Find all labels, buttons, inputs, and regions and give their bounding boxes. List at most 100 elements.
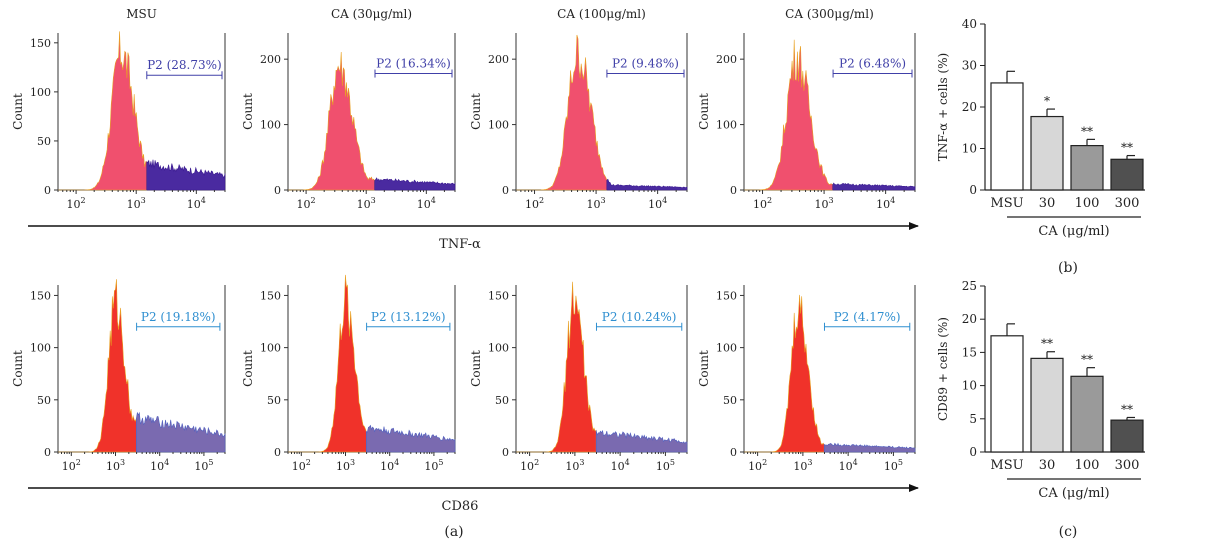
x-tick-label: MSU — [990, 458, 1023, 473]
x-tick-label: 104 — [417, 196, 436, 211]
histogram-cd86-ca300: 0 50 100 150 102 103 104 105 Count P2 (4.17%) — [697, 285, 916, 473]
x-tick-label: 103 — [587, 196, 606, 211]
plot-title: CA (300μg/ml) — [785, 7, 874, 21]
y-tick-label: 100 — [488, 119, 509, 132]
gate-label: P2 (13.12%) — [371, 310, 446, 324]
histogram-peak-area — [58, 31, 147, 191]
histogram-tnf-ca300: 0 100 200 102 103 104 Count CA (300μg/ml) P2 (6.… — [697, 7, 916, 211]
y-tick-label: 0 — [502, 184, 509, 197]
y-tick-label: 25 — [962, 279, 977, 293]
x-tick-label: 102 — [753, 196, 772, 211]
y-tick-label: 0 — [274, 184, 281, 197]
x-tick-label: 300 — [1115, 196, 1140, 211]
y-tick-label: 100 — [260, 119, 281, 132]
histogram-gated-area — [595, 429, 688, 453]
bar-30 — [1030, 357, 1064, 453]
y-tick-label: 30 — [962, 59, 977, 73]
y-tick-label: 5 — [969, 412, 977, 426]
histogram-gated-area — [146, 159, 226, 191]
bar-100 — [1070, 375, 1104, 453]
y-tick-label: 0 — [969, 183, 977, 197]
y-tick-label: 200 — [716, 53, 737, 66]
y-axis-label: Count — [241, 93, 255, 130]
y-axis-label: CD89 + cells (%) — [936, 317, 950, 421]
y-axis-label: Count — [241, 350, 255, 387]
y-axis-label: Count — [11, 350, 25, 387]
y-tick-label: 150 — [488, 289, 509, 302]
x-tick-label: 105 — [424, 458, 443, 473]
histogram-peak-area — [58, 279, 137, 453]
x-tick-label: 102 — [525, 196, 544, 211]
bar-300 — [1110, 158, 1144, 191]
y-tick-label: 0 — [730, 184, 737, 197]
plot-title: CA (30μg/ml) — [331, 7, 412, 21]
histogram-peak-area — [288, 274, 367, 453]
x-tick-label: 30 — [1039, 196, 1056, 211]
x-tick-label: 103 — [127, 196, 146, 211]
histogram-tnf-msu: 0 50 100 150 102 103 104 Count MSU P2 (28.73%) — [11, 7, 226, 211]
plot-title: MSU — [126, 7, 157, 21]
histogram-gated-area — [374, 177, 456, 191]
tnf-arrow-label: TNF-α — [439, 237, 481, 252]
x-tick-label: 102 — [292, 458, 311, 473]
gate-label: P2 (16.34%) — [376, 57, 451, 71]
y-tick-label: 100 — [716, 119, 737, 132]
y-tick-label: 0 — [274, 446, 281, 459]
y-tick-label: 10 — [962, 142, 977, 156]
significance-mark: ** — [1081, 124, 1093, 138]
x-tick-label: 103 — [815, 196, 834, 211]
y-tick-label: 100 — [30, 86, 51, 99]
x-tick-label: 100 — [1075, 458, 1100, 473]
panel-label-c: (c) — [1059, 524, 1078, 540]
gate-label: P2 (6.48%) — [839, 57, 906, 71]
bar-30 — [1030, 115, 1064, 191]
histogram-gated-area — [136, 411, 226, 453]
x-tick-label: 103 — [793, 458, 812, 473]
x-tick-label: 103 — [565, 458, 584, 473]
histogram-cd86-ca30: 0 50 100 150 102 103 104 105 Count P2 (13.12%) — [241, 274, 456, 473]
x-tick-label: 100 — [1075, 196, 1100, 211]
y-tick-label: 150 — [260, 289, 281, 302]
y-tick-label: 50 — [37, 135, 51, 148]
x-tick-label: 103 — [336, 458, 355, 473]
x-tick-label: 104 — [839, 458, 858, 473]
y-tick-label: 0 — [969, 445, 977, 459]
histogram-gated-area — [832, 182, 916, 191]
x-tick-label: 30 — [1039, 458, 1056, 473]
significance-mark: ** — [1081, 353, 1093, 367]
y-axis-label: TNF-α + cells (%) — [936, 53, 950, 161]
y-axis-label: Count — [11, 93, 25, 130]
gate-label: P2 (4.17%) — [834, 310, 901, 324]
histogram-gated-area — [366, 424, 456, 453]
x-tick-label: 104 — [611, 458, 630, 473]
y-tick-label: 10 — [962, 379, 977, 393]
histogram-cd86-msu: 0 50 100 150 102 103 104 105 Count P2 (19.18%) — [11, 279, 226, 473]
y-tick-label: 40 — [962, 17, 977, 31]
panel-label-a: (a) — [444, 524, 463, 540]
histogram-tnf-ca100: 0 100 200 102 103 104 Count CA (100μg/ml) P2 (9.… — [469, 7, 688, 211]
gate-label: P2 (9.48%) — [612, 57, 679, 71]
x-tick-label: 102 — [67, 196, 86, 211]
histogram-peak-area — [744, 294, 825, 453]
significance-mark: * — [1044, 94, 1050, 108]
y-tick-label: 150 — [30, 289, 51, 302]
histogram-peak-area — [744, 39, 833, 191]
significance-mark: ** — [1121, 402, 1133, 416]
x-tick-label: MSU — [990, 196, 1023, 211]
y-tick-label: 0 — [502, 446, 509, 459]
x-tick-label: 102 — [748, 458, 767, 473]
plot-title: CA (100μg/ml) — [557, 7, 646, 21]
histogram-peak-area — [516, 281, 597, 453]
group-label: CA (μg/ml) — [1038, 486, 1109, 501]
y-axis-label: Count — [697, 93, 711, 130]
bar-100 — [1070, 144, 1104, 191]
histogram-cd86-ca100: 0 50 100 150 102 103 104 105 Count P2 (10.24%) — [469, 281, 688, 473]
group-label: CA (μg/ml) — [1038, 224, 1109, 239]
x-tick-label: 104 — [876, 196, 895, 211]
y-tick-label: 50 — [37, 394, 51, 407]
y-axis-label: Count — [469, 93, 483, 130]
x-tick-label: 102 — [62, 458, 81, 473]
bar-msu — [990, 82, 1024, 191]
x-tick-label: 102 — [520, 458, 539, 473]
x-tick-label: 104 — [648, 196, 667, 211]
